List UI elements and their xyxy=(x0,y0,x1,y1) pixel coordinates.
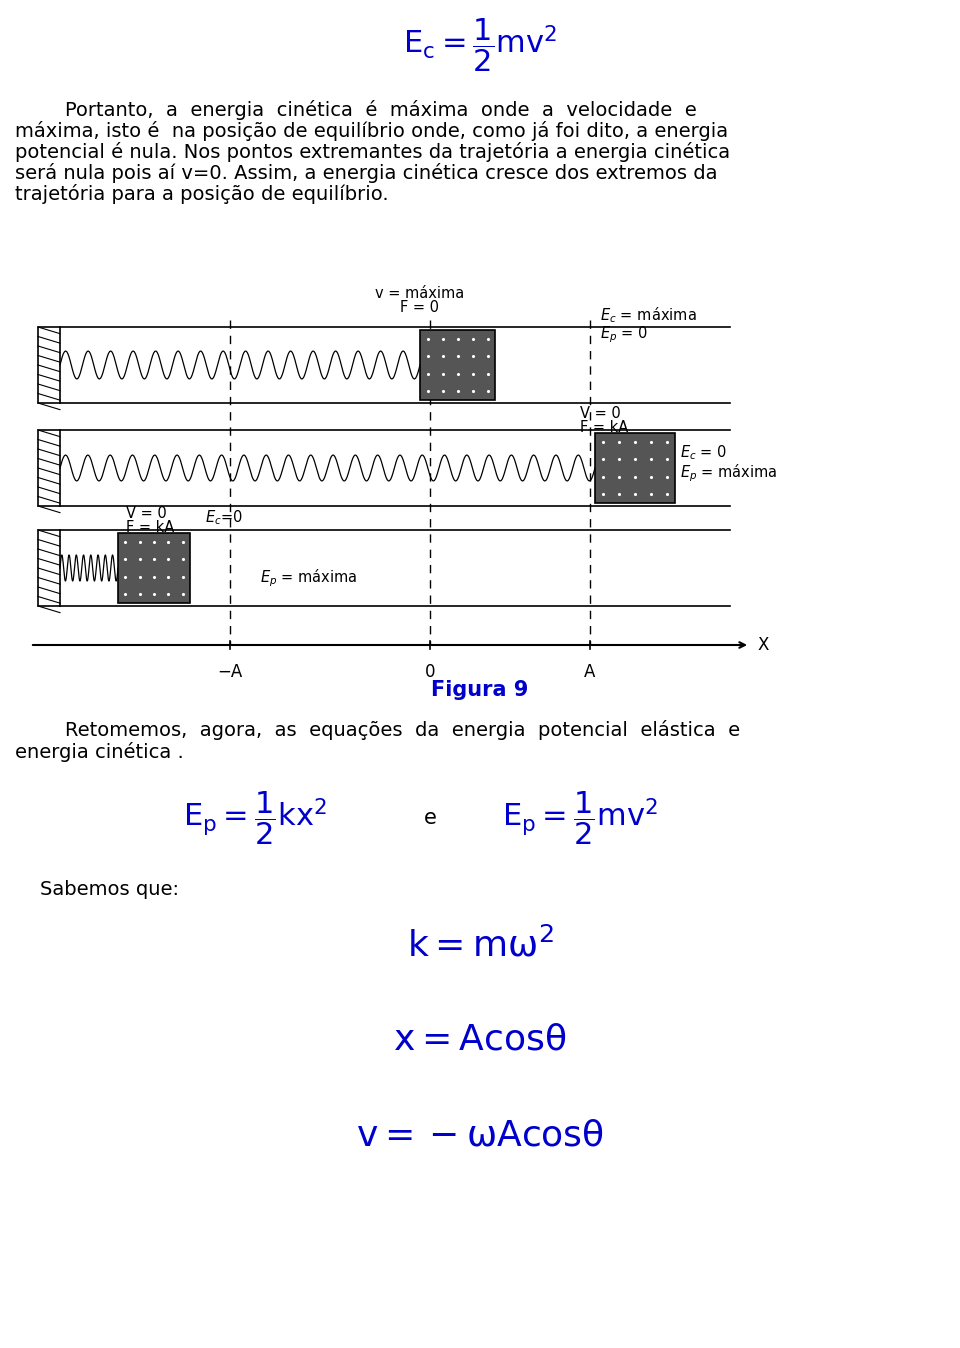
Text: $E_c$ = 0: $E_c$ = 0 xyxy=(680,443,728,462)
Text: Sabemos que:: Sabemos que: xyxy=(40,880,179,899)
Text: $E_c$=0: $E_c$=0 xyxy=(205,508,243,527)
Text: F = 0: F = 0 xyxy=(400,299,440,314)
Bar xyxy=(118,532,190,603)
Text: F = kA: F = kA xyxy=(126,520,175,535)
Text: energia cinética .: energia cinética . xyxy=(15,741,183,762)
Text: $\mathrm{v=-\omega Acos\theta}$: $\mathrm{v=-\omega Acos\theta}$ xyxy=(356,1117,604,1153)
Bar xyxy=(38,530,60,607)
Text: será nula pois aí v=0. Assim, a energia cinética cresce dos extremos da: será nula pois aí v=0. Assim, a energia … xyxy=(15,163,717,183)
Text: $E_p$ = 0: $E_p$ = 0 xyxy=(600,325,648,345)
Text: Retomemos,  agora,  as  equações  da  energia  potencial  elástica  e: Retomemos, agora, as equações da energia… xyxy=(15,720,740,740)
Text: V = 0: V = 0 xyxy=(126,506,167,520)
Text: $\mathrm{k=m\omega^2}$: $\mathrm{k=m\omega^2}$ xyxy=(407,927,553,962)
Text: $\mathrm{E_p=\dfrac{1}{2}kx^2}$: $\mathrm{E_p=\dfrac{1}{2}kx^2}$ xyxy=(183,789,327,847)
Bar xyxy=(595,433,675,503)
Bar xyxy=(38,328,60,403)
Text: F = kA: F = kA xyxy=(580,421,628,435)
Text: $E_p$ = máxima: $E_p$ = máxima xyxy=(260,568,357,589)
Text: A: A xyxy=(585,663,596,681)
Bar xyxy=(420,330,495,400)
Text: $E_p$ = máxima: $E_p$ = máxima xyxy=(680,462,778,484)
Text: $\mathrm{E_p=\dfrac{1}{2}mv^2}$: $\mathrm{E_p=\dfrac{1}{2}mv^2}$ xyxy=(502,789,659,847)
Text: 0: 0 xyxy=(424,663,435,681)
Text: $\mathrm{x=Acos\theta}$: $\mathrm{x=Acos\theta}$ xyxy=(394,1023,566,1057)
Text: Portanto,  a  energia  cinética  é  máxima  onde  a  velocidade  e: Portanto, a energia cinética é máxima on… xyxy=(15,100,697,120)
Text: $E_c$ = máxima: $E_c$ = máxima xyxy=(600,305,697,325)
Text: v = máxima: v = máxima xyxy=(375,286,465,301)
Bar xyxy=(38,430,60,506)
Text: trajetória para a posição de equilíbrio.: trajetória para a posição de equilíbrio. xyxy=(15,183,389,204)
Text: máxima, isto é  na posição de equilíbrio onde, como já foi dito, a energia: máxima, isto é na posição de equilíbrio … xyxy=(15,121,728,142)
Text: −A: −A xyxy=(217,663,243,681)
Text: X: X xyxy=(758,636,769,654)
Text: V = 0: V = 0 xyxy=(580,406,621,421)
Text: potencial é nula. Nos pontos extremantes da trajetória a energia cinética: potencial é nula. Nos pontos extremantes… xyxy=(15,142,731,162)
Text: $\mathrm{E_c=\dfrac{1}{2}mv^2}$: $\mathrm{E_c=\dfrac{1}{2}mv^2}$ xyxy=(403,16,557,74)
Text: Figura 9: Figura 9 xyxy=(431,679,529,700)
Text: e: e xyxy=(423,807,437,828)
